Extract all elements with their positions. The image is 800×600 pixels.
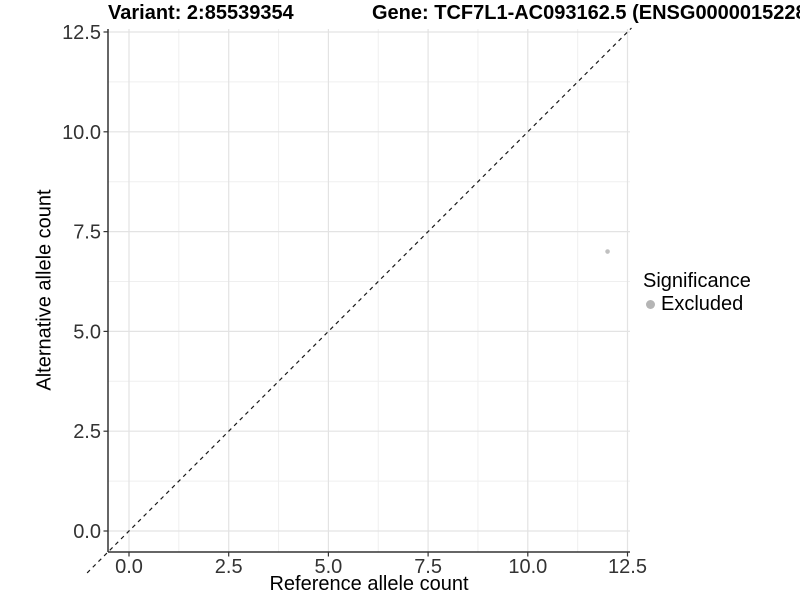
identity-line	[86, 27, 632, 574]
x-tick-label: 10.0	[508, 556, 547, 578]
y-tick-label: 5.0	[73, 321, 101, 343]
data-point	[605, 249, 610, 254]
x-tick-label: 0.0	[115, 556, 143, 578]
plot-title-variant: Variant: 2:85539354	[108, 2, 294, 24]
y-tick-label: 7.5	[73, 222, 101, 244]
y-axis-title: Alternative allele count	[33, 189, 56, 391]
y-tick-label: 0.0	[73, 521, 101, 543]
legend-title: Significance	[643, 270, 751, 292]
legend-item-excluded: Excluded	[643, 292, 751, 315]
x-tick-label: 12.5	[608, 556, 647, 578]
x-tick-label: 2.5	[215, 556, 243, 578]
x-tick-label: 5.0	[314, 556, 342, 578]
y-tick-label: 10.0	[62, 122, 101, 144]
x-tick-label: 7.5	[414, 556, 442, 578]
plot-title-gene: Gene: TCF7L1-AC093162.5 (ENSG00000152284…	[372, 2, 800, 24]
legend-item-label: Excluded	[661, 292, 744, 315]
x-axis-title: Reference allele count	[269, 573, 469, 595]
y-tick-label: 12.5	[62, 22, 101, 44]
excluded-point-icon	[646, 299, 655, 309]
legend: Significance Excluded	[643, 270, 751, 315]
y-tick-label: 2.5	[73, 421, 101, 443]
